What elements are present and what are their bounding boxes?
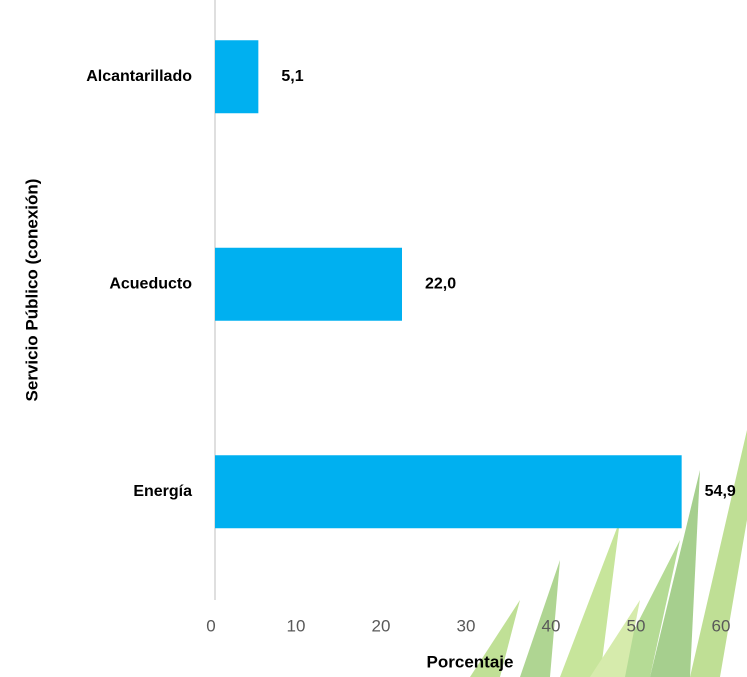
value-label: 22,0 <box>425 275 456 292</box>
bar <box>215 40 259 114</box>
x-tick-label: 60 <box>712 616 731 635</box>
y-tick-label: Acueducto <box>109 275 192 292</box>
y-tick-label: Energía <box>133 483 192 500</box>
y-tick-label: Alcantarillado <box>86 68 192 85</box>
value-label: 5,1 <box>281 68 303 85</box>
x-tick-label: 0 <box>206 616 215 635</box>
x-tick-label: 20 <box>372 616 391 635</box>
background-grass <box>470 430 747 677</box>
bar <box>215 455 682 529</box>
x-tick-label: 30 <box>457 616 476 635</box>
x-tick-label: 10 <box>287 616 306 635</box>
x-axis-title: Porcentaje <box>427 652 514 671</box>
x-tick-label: 50 <box>627 616 646 635</box>
value-label: 54,9 <box>705 483 736 500</box>
x-tick-label: 40 <box>542 616 561 635</box>
bar <box>215 247 402 321</box>
y-axis-title: Servicio Público (conexión) <box>22 179 41 402</box>
